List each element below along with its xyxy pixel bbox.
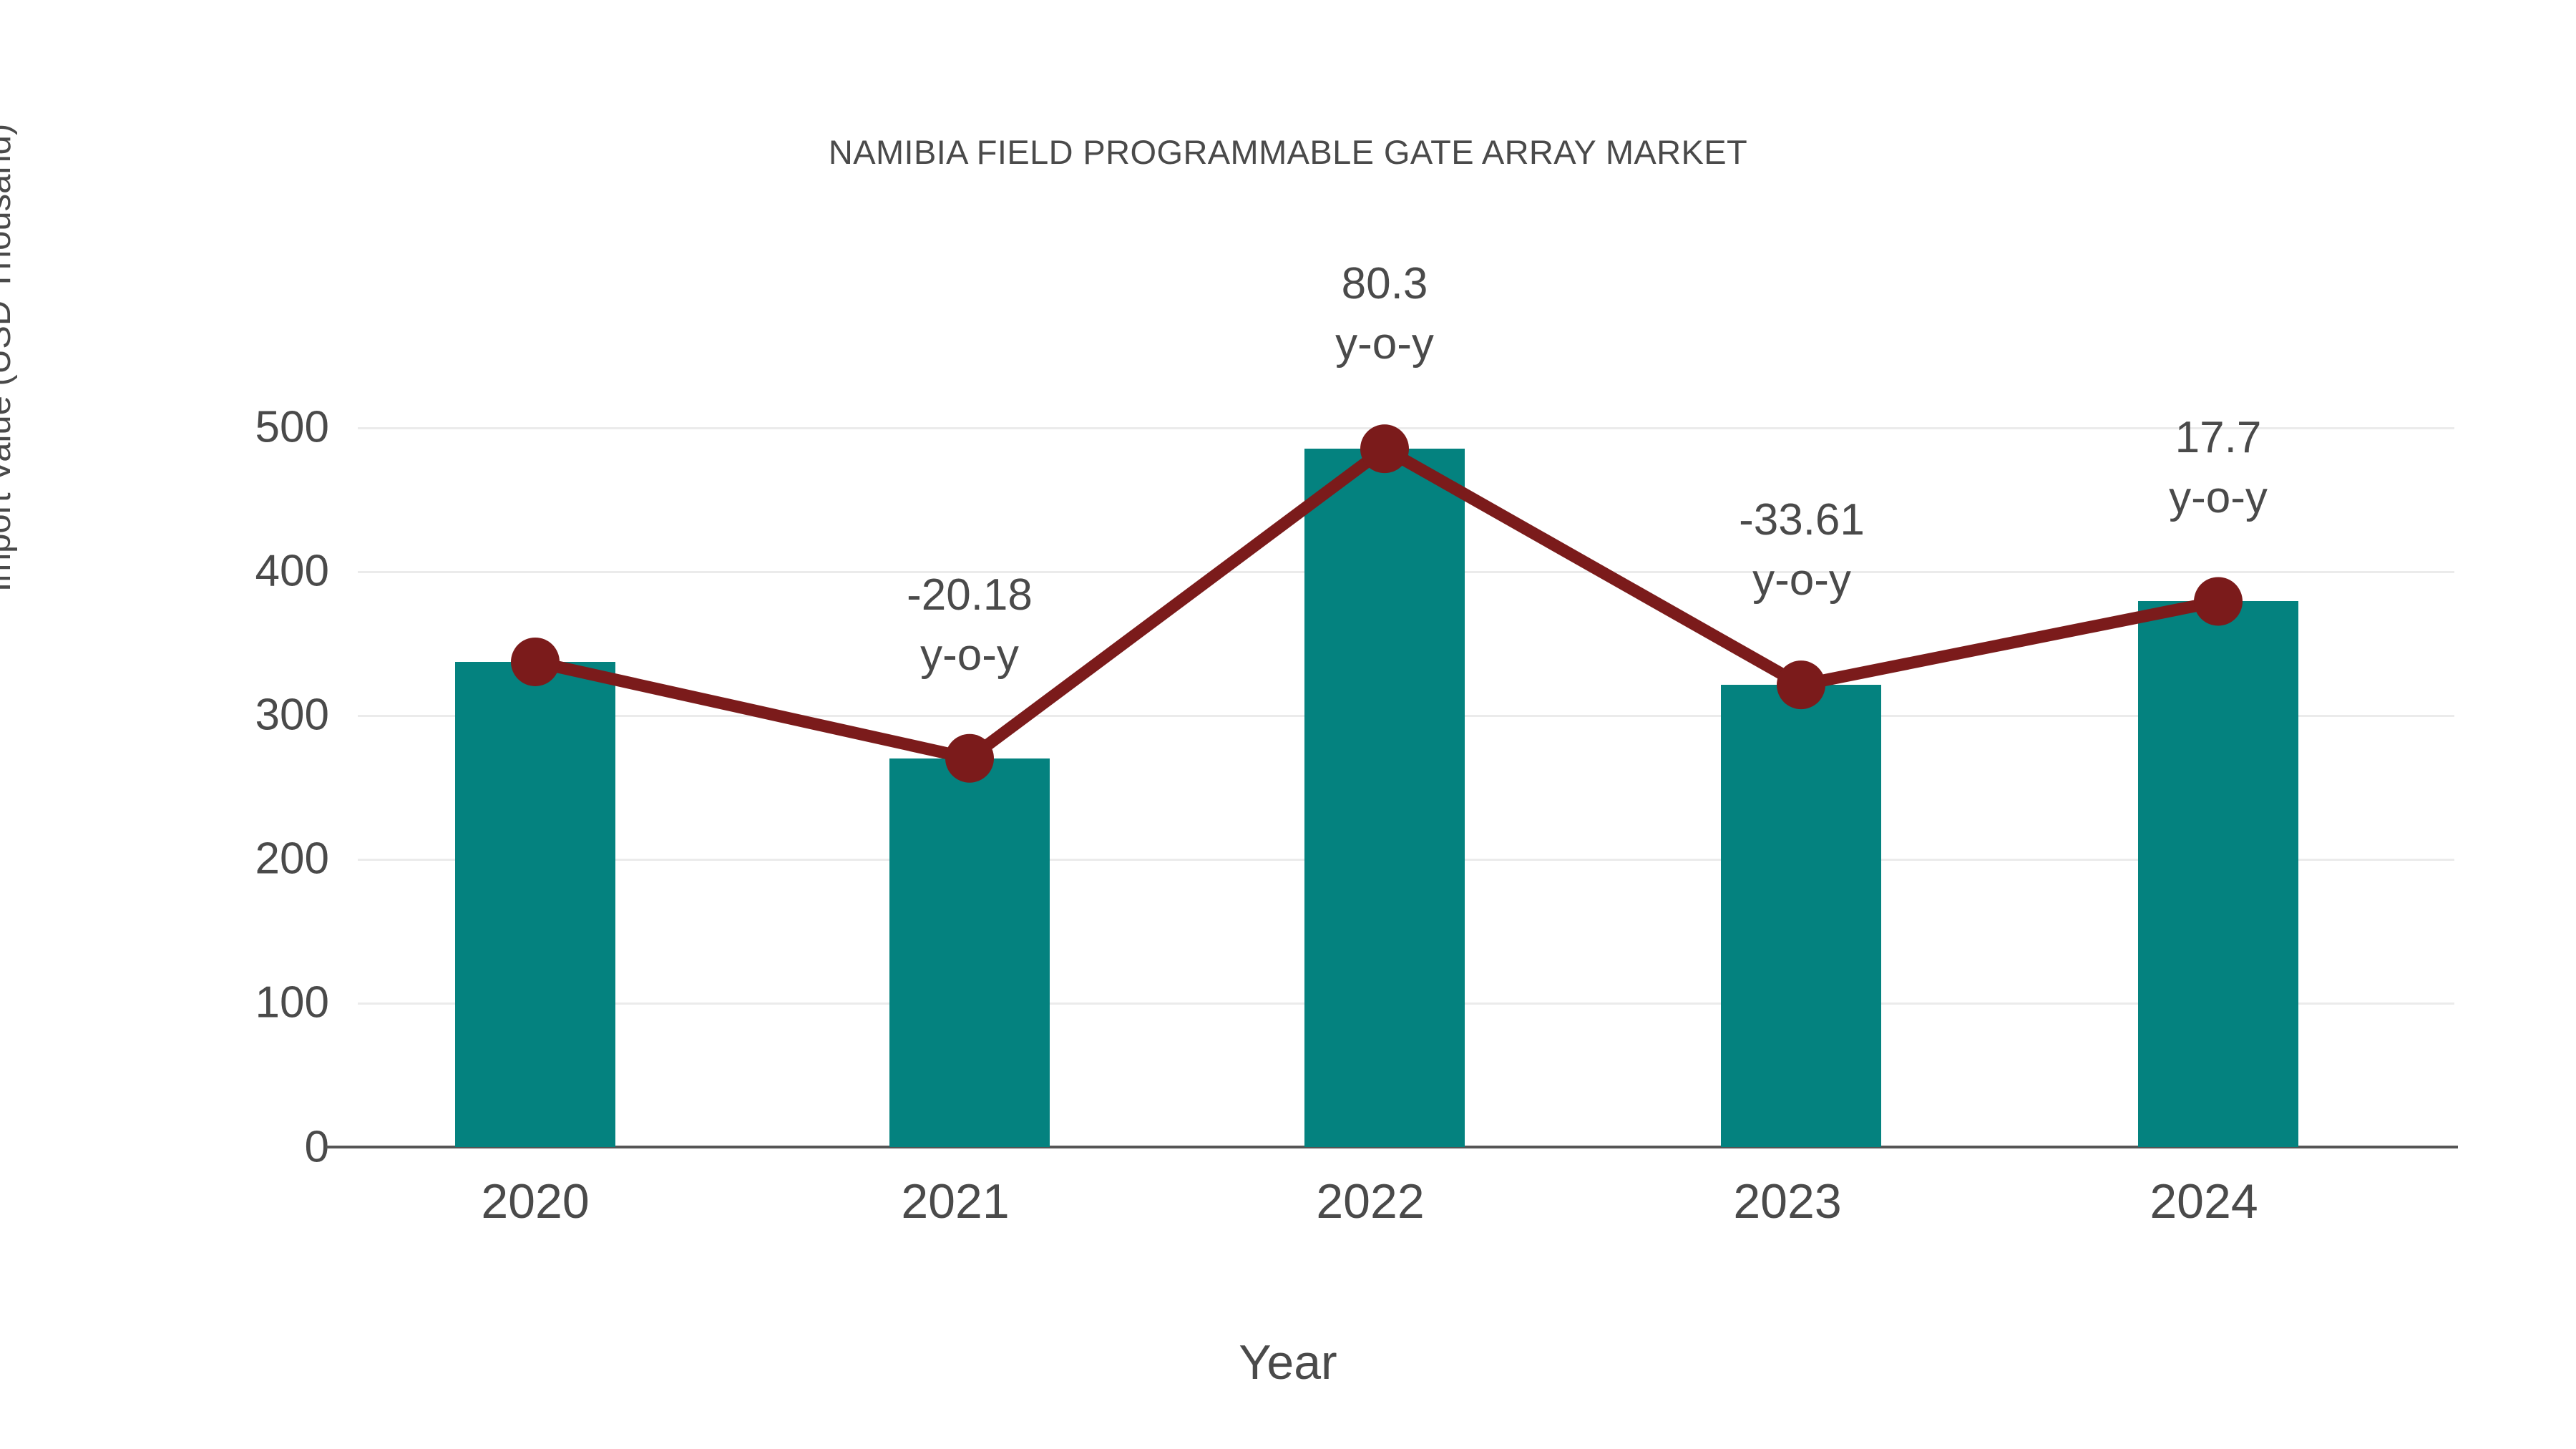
- bar-2024[interactable]: [2138, 601, 2298, 1147]
- x-axis-title: Year: [1239, 1335, 1337, 1390]
- annotation-2023-value: -33.61: [1739, 495, 1865, 545]
- y-tick-label-300: 300: [255, 690, 329, 740]
- bar-2020[interactable]: [455, 661, 615, 1147]
- annotation-2024: 17.7 y-o-y: [2054, 408, 2383, 527]
- x-tick-label-2024: 2024: [2150, 1174, 2258, 1229]
- annotation-2024-value: 17.7: [2175, 413, 2262, 462]
- annotation-2021-unit: y-o-y: [920, 630, 1019, 680]
- annotation-2022: 80.3 y-o-y: [1220, 254, 1549, 374]
- chart-title: NAMIBIA FIELD PROGRAMMABLE GATE ARRAY MA…: [828, 133, 1748, 171]
- annotation-2022-unit: y-o-y: [1335, 318, 1434, 369]
- x-tick-label-2021: 2021: [901, 1174, 1010, 1229]
- y-axis-title: Import Value (USD Thousand): [0, 123, 18, 592]
- y-tick-label-0: 0: [304, 1122, 329, 1172]
- bar-2021[interactable]: [889, 758, 1050, 1147]
- y-tick-label-400: 400: [255, 546, 329, 596]
- x-tick-label-2022: 2022: [1316, 1174, 1425, 1229]
- y-tick-label-200: 200: [255, 834, 329, 884]
- x-axis-line: [326, 1146, 2458, 1148]
- annotation-2021-value: -20.18: [907, 570, 1033, 620]
- x-tick-label-2020: 2020: [481, 1174, 590, 1229]
- annotation-2023: -33.61 y-o-y: [1637, 490, 1966, 610]
- annotation-2021: -20.18 y-o-y: [805, 565, 1134, 685]
- y-tick-label-100: 100: [255, 977, 329, 1028]
- x-tick-label-2023: 2023: [1733, 1174, 1842, 1229]
- y-tick-label-500: 500: [255, 402, 329, 452]
- annotation-2022-value: 80.3: [1341, 259, 1428, 308]
- annotation-2023-unit: y-o-y: [1752, 555, 1851, 605]
- bar-2022[interactable]: [1304, 449, 1465, 1147]
- annotation-2024-unit: y-o-y: [2169, 472, 2268, 522]
- bar-2023[interactable]: [1721, 685, 1881, 1147]
